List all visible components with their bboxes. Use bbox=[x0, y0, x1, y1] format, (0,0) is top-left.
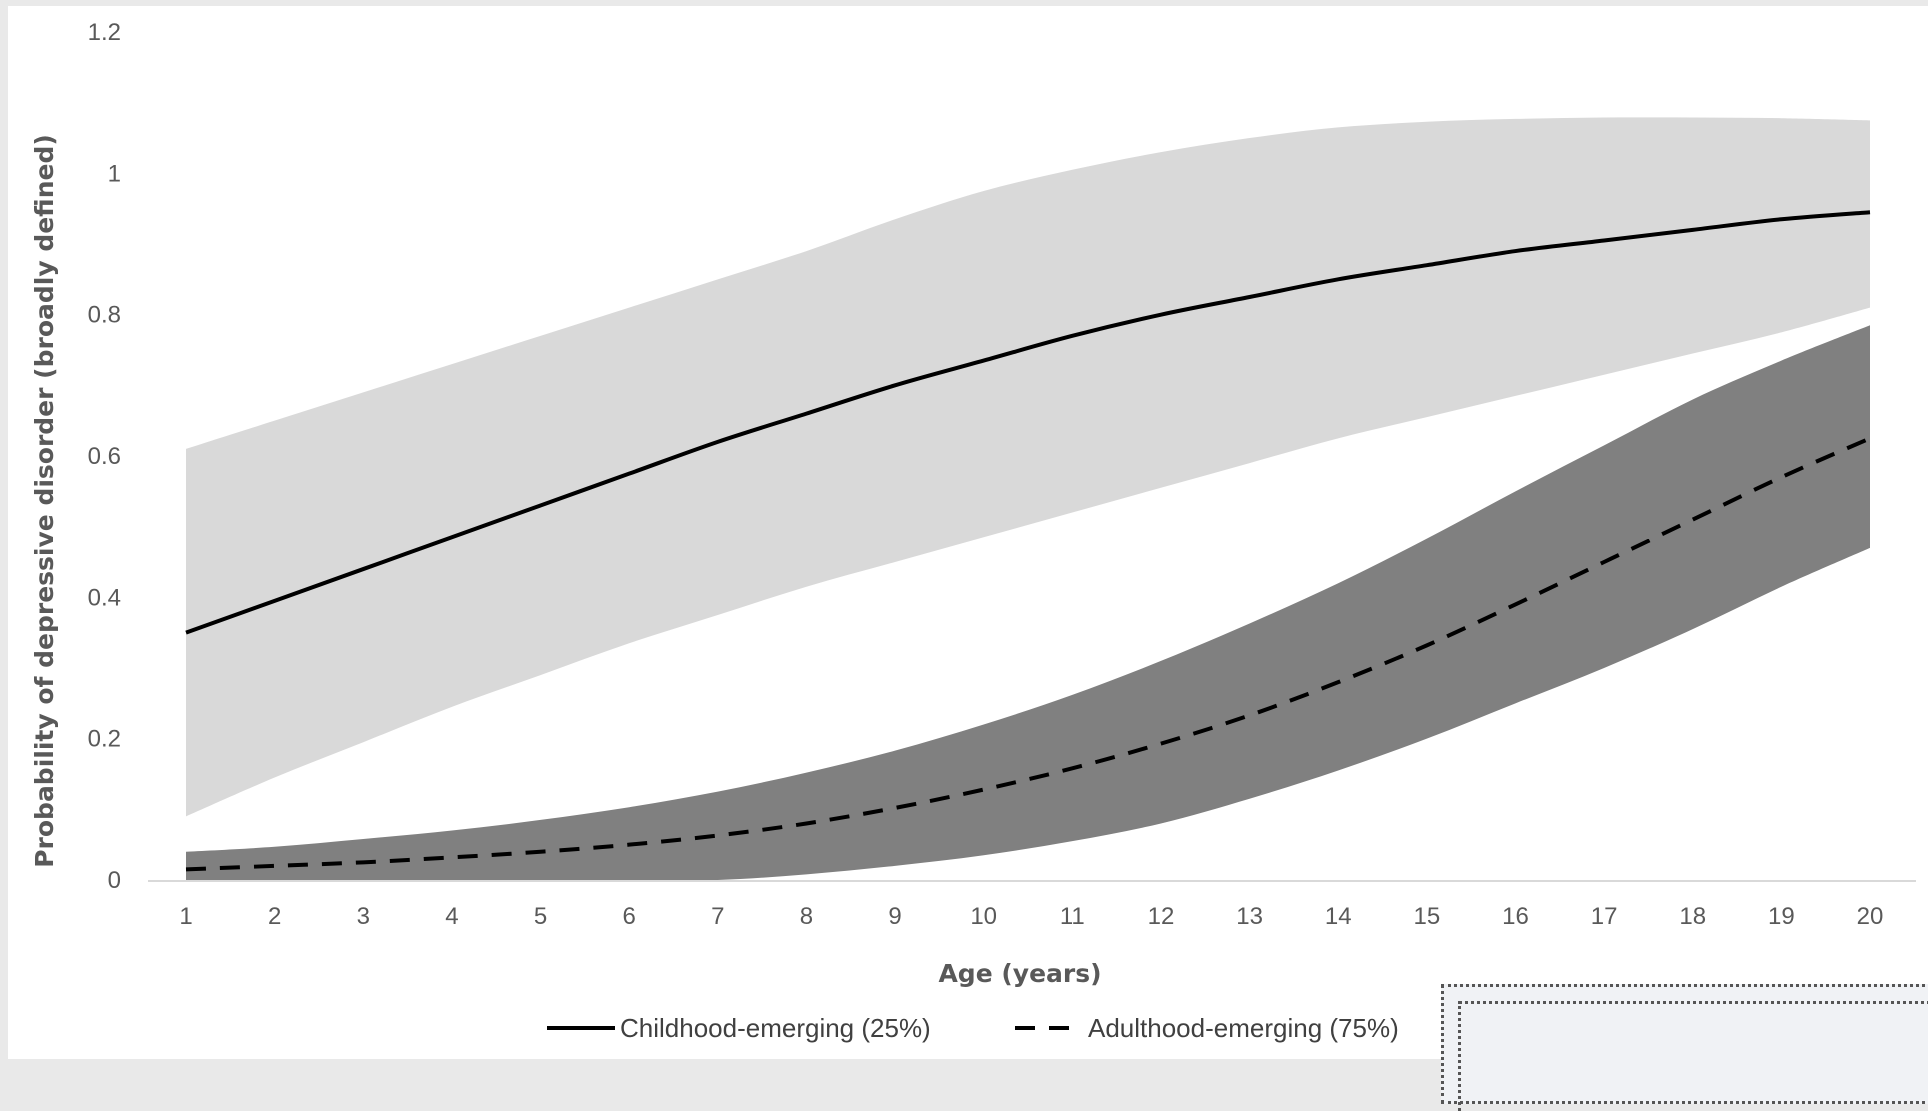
y-tick-label: 0.6 bbox=[88, 443, 121, 470]
legend-label-childhood: Childhood-emerging (25%) bbox=[620, 1013, 931, 1043]
x-tick-label: 8 bbox=[800, 903, 813, 930]
x-tick-label: 13 bbox=[1236, 903, 1263, 930]
x-tick-label: 1 bbox=[179, 903, 192, 930]
overlay-text-box-inner bbox=[1458, 1001, 1928, 1111]
y-tick-label: 1 bbox=[108, 160, 121, 187]
confidence-bands bbox=[186, 117, 1870, 880]
legend-label-adulthood: Adulthood-emerging (75%) bbox=[1088, 1013, 1399, 1043]
x-tick-label: 18 bbox=[1679, 903, 1706, 930]
x-tick-label: 3 bbox=[357, 903, 370, 930]
x-tick-label: 11 bbox=[1060, 903, 1085, 930]
y-tick-label: 0 bbox=[108, 867, 121, 894]
x-tick-label: 2 bbox=[268, 903, 281, 930]
y-tick-labels: 0 0.2 0.4 0.6 0.8 1 1.2 bbox=[88, 19, 121, 894]
y-tick-label: 0.4 bbox=[88, 584, 121, 611]
x-tick-label: 9 bbox=[888, 903, 901, 930]
x-tick-label: 20 bbox=[1857, 903, 1884, 930]
legend: Childhood-emerging (25%) Adulthood-emerg… bbox=[547, 1013, 1399, 1043]
chart-panel: 0 0.2 0.4 0.6 0.8 1 1.2 1 2 3 4 5 6 7 8 9 10 11 12 13 14 15 1… bbox=[8, 6, 1928, 1059]
chart-svg: 00.20.40.60.811.2 1 2 3 4 5 6 7 8 9 10 11 12 13 14 15 1… bbox=[8, 6, 1928, 1059]
x-tick-label: 19 bbox=[1768, 903, 1795, 930]
y-tick-label: 0.2 bbox=[88, 726, 121, 753]
y-tick-label: 0.8 bbox=[88, 302, 121, 329]
y-tick-label: 1.2 bbox=[88, 19, 121, 46]
x-tick-label: 4 bbox=[445, 903, 458, 930]
x-tick-label: 15 bbox=[1413, 903, 1440, 930]
x-tick-label: 14 bbox=[1325, 903, 1352, 930]
x-tick-label: 10 bbox=[970, 903, 997, 930]
x-tick-labels: 1 2 3 4 5 6 7 8 9 10 11 12 13 14 15 16 17 18 19 20 bbox=[179, 903, 1883, 930]
y-axis-title: Probability of depressive disorder (broa… bbox=[30, 134, 59, 868]
x-axis-title: Age (years) bbox=[938, 959, 1101, 988]
x-tick-label: 5 bbox=[534, 903, 547, 930]
overlay-text-box[interactable] bbox=[1441, 984, 1928, 1104]
x-tick-label: 6 bbox=[622, 903, 635, 930]
x-tick-label: 7 bbox=[711, 903, 724, 930]
x-tick-label: 16 bbox=[1502, 903, 1529, 930]
x-tick-label: 12 bbox=[1148, 903, 1175, 930]
x-tick-label: 17 bbox=[1591, 903, 1618, 930]
